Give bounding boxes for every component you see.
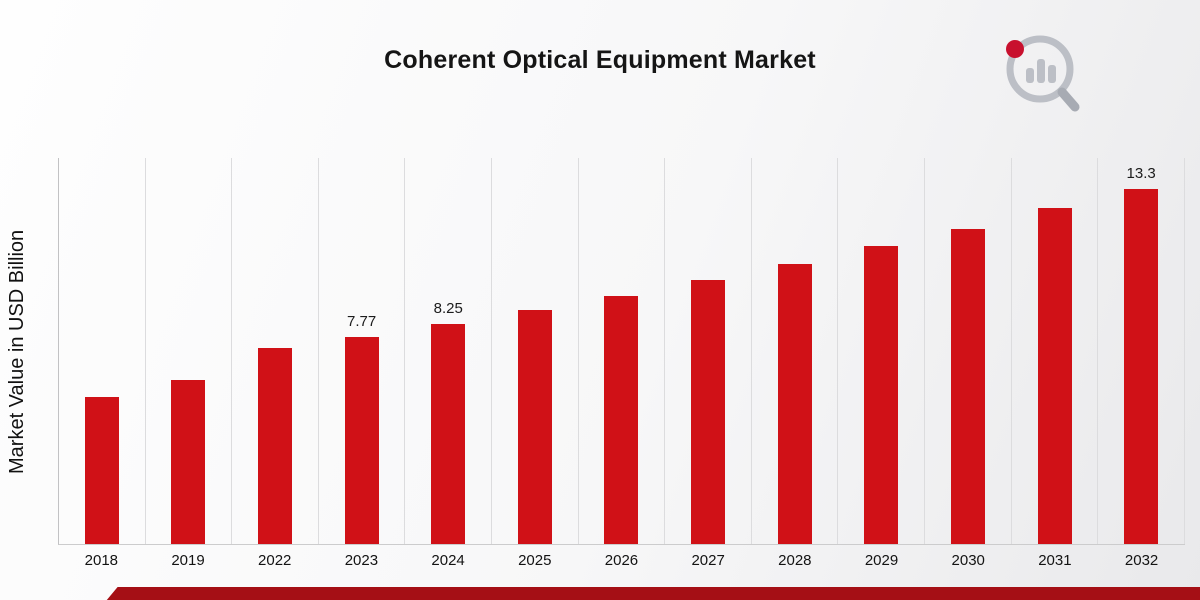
chart-title: Coherent Optical Equipment Market bbox=[384, 46, 816, 74]
grid-column bbox=[232, 158, 319, 544]
grid-column bbox=[752, 158, 839, 544]
x-tick-label: 2024 bbox=[431, 552, 465, 569]
plot-area: 7.77 8.25 13.3 bbox=[58, 158, 1185, 545]
grid-column bbox=[146, 158, 233, 544]
x-tick-label: 2027 bbox=[691, 552, 725, 569]
x-tick-label: 2018 bbox=[84, 552, 119, 569]
x-tick-label: 2026 bbox=[604, 552, 639, 569]
x-tick-label: 2030 bbox=[951, 552, 985, 569]
bar-2031 bbox=[1037, 208, 1072, 544]
footer-accent-strip bbox=[106, 587, 1200, 600]
grid-column bbox=[665, 158, 752, 544]
grid-column bbox=[579, 158, 666, 544]
bar-2029 bbox=[864, 246, 899, 544]
grid-column bbox=[925, 158, 1012, 544]
x-tick-label: 2023 bbox=[344, 552, 379, 569]
bar-value-label: 7.77 bbox=[347, 313, 377, 330]
x-axis-labels: 2018 2019 2022 2023 2024 2025 2026 2027 2028 2029… bbox=[58, 552, 1185, 569]
grid-column bbox=[1012, 158, 1099, 544]
bar-value-label: 8.25 bbox=[433, 300, 463, 317]
bar-2018 bbox=[84, 397, 119, 544]
bar-2027 bbox=[691, 280, 726, 544]
grid-column bbox=[838, 158, 926, 544]
grid-column bbox=[492, 158, 579, 544]
x-tick-label: 2028 bbox=[778, 552, 812, 569]
grid-column: 7.77 bbox=[319, 158, 406, 544]
bar-2032 bbox=[1124, 189, 1159, 544]
x-tick-label: 2032 bbox=[1124, 552, 1159, 569]
grid-column bbox=[59, 158, 146, 544]
x-tick-label: 2022 bbox=[258, 552, 292, 569]
bar-value-label: 13.3 bbox=[1126, 165, 1156, 182]
x-tick-label: 2025 bbox=[518, 552, 552, 569]
y-axis-label: Market Value in USD Billion bbox=[6, 229, 28, 474]
bar-2025 bbox=[517, 310, 552, 544]
bar-2026 bbox=[604, 296, 639, 544]
bar-2023 bbox=[344, 337, 379, 544]
x-tick-label: 2031 bbox=[1038, 552, 1072, 569]
grid-column: 8.25 bbox=[405, 158, 493, 544]
grid-column: 13.3 bbox=[1098, 158, 1185, 544]
x-tick-label: 2029 bbox=[864, 552, 899, 569]
bar-2030 bbox=[950, 229, 985, 544]
bar-2022 bbox=[258, 348, 293, 544]
bar-2028 bbox=[777, 264, 812, 544]
x-tick-label: 2019 bbox=[171, 552, 205, 569]
bar-2019 bbox=[171, 380, 206, 544]
brand-logo-icon bbox=[1006, 35, 1080, 112]
bar-2024 bbox=[431, 324, 466, 544]
